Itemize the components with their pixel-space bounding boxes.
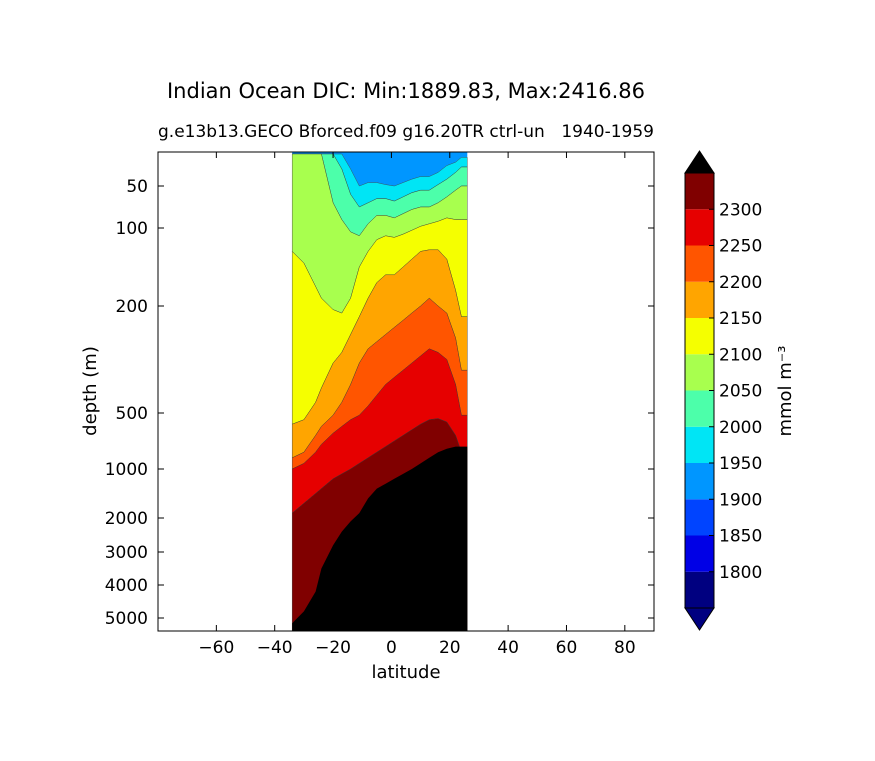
colorbar-tick-label: 2300 [719,200,762,220]
colorbar-tick-label: 2250 [719,237,762,257]
x-axis: −60 −40 −20 0 20 40 60 80 [198,152,636,658]
y-tick-label: 4000 [105,576,148,596]
plot-area [292,152,468,631]
colorbar-swatch [685,209,714,246]
x-tick-label: −40 [257,638,293,658]
colorbar-swatch [685,426,714,463]
colorbar-swatch [685,245,714,282]
colorbar-tick-label: 1850 [719,527,762,547]
colorbar-swatch [685,463,714,500]
plot-frame [157,151,655,632]
colorbar-tick-label: 2150 [719,309,762,329]
colorbar-tick-label: 1800 [719,563,762,583]
colorbar-tick-label: 1950 [719,454,762,474]
y-tick-label: 200 [116,297,148,317]
y-axis-label: depth (m) [80,346,101,436]
y-tick-label: 500 [116,404,148,424]
colorbar-tick-label: 2000 [719,418,762,438]
y-tick-label: 100 [116,219,148,239]
x-tick-label: 20 [439,638,461,658]
chart-title: Indian Ocean DIC: Min:1889.83, Max:2416.… [167,79,645,103]
colorbar-swatch [685,281,714,318]
x-axis-label: latitude [371,662,440,683]
chart-subtitle-years: 1940-1959 [561,122,654,142]
x-tick-label: 60 [556,638,578,658]
y-axis: 50 100 200 500 1000 2000 3000 4000 5000 [105,177,654,629]
x-tick-label: −60 [198,638,234,658]
contour-band-0 [292,152,468,186]
chart-subtitle-run: g.e13b13.GECO Bforced.f09 g16.20TR ctrl-… [158,122,545,142]
y-tick-label: 1000 [105,460,148,480]
seafloor-mask [292,446,468,631]
colorbar-label: mmol m⁻³ [775,345,796,436]
x-tick-label: 80 [614,638,636,658]
y-tick-label: 2000 [105,509,148,529]
colorbar-tick-label: 2050 [719,382,762,402]
colorbar-swatch [685,499,714,536]
colorbar-swatch [685,354,714,391]
x-tick-label: 40 [497,638,519,658]
colorbar-swatch [685,173,714,210]
y-tick-label: 5000 [105,609,148,629]
colorbar-swatch [685,535,714,572]
colorbar-tick-label: 2100 [719,345,762,365]
colorbar-swatch [685,571,714,608]
y-tick-label: 3000 [105,543,148,563]
colorbar-tick-label: 2200 [719,273,762,293]
colorbar-swatch [685,318,714,355]
colorbar-swatch [685,390,714,427]
x-tick-label: 0 [386,638,397,658]
x-tick-label: −20 [315,638,351,658]
colorbar-tick-label: 1900 [719,490,762,510]
y-tick-label: 50 [126,177,148,197]
colorbar: 1800 1850 1900 1950 2000 2050 2100 2150 2200 2250… [684,150,762,631]
